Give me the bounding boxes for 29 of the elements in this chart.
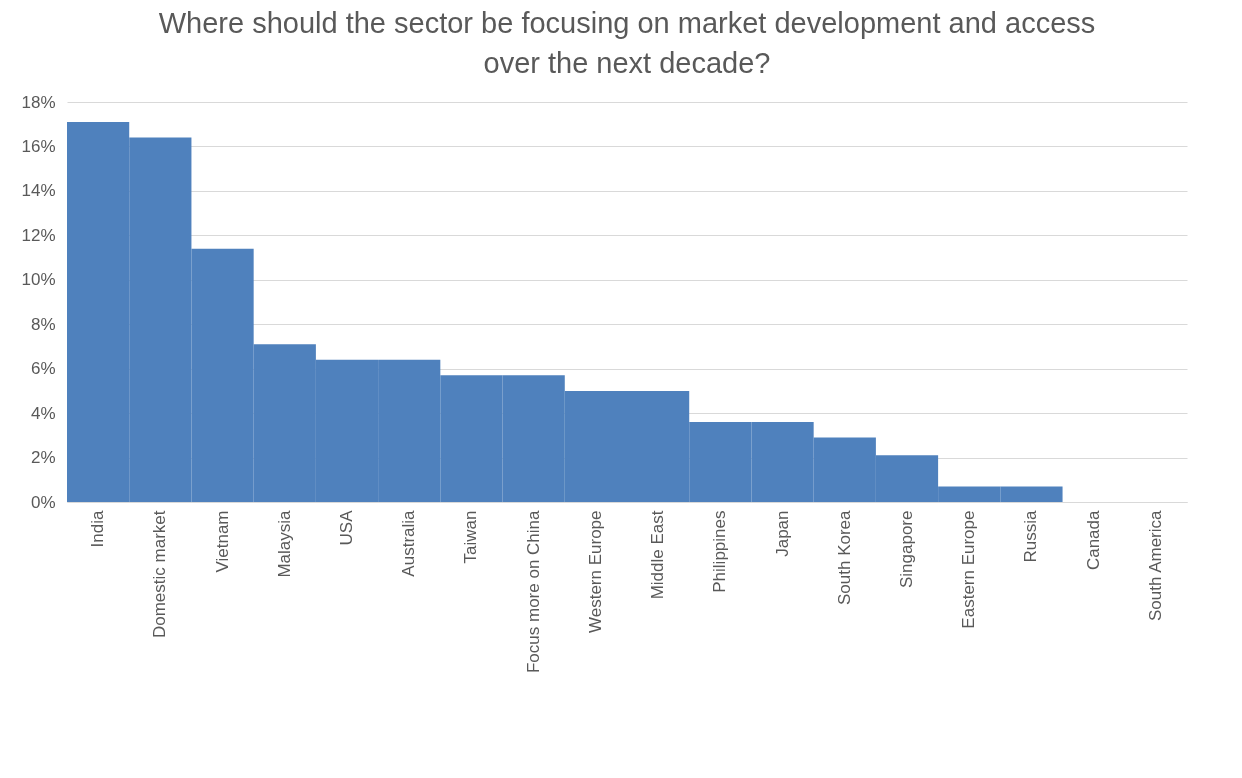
y-tick-label: 10% (21, 270, 56, 290)
y-tick-label: 14% (21, 181, 56, 201)
y-tick-label: 6% (30, 359, 56, 379)
x-tick-label: Canada (1083, 509, 1103, 571)
x-tick-label: Focus more on China (523, 509, 543, 674)
x-tick-label: Eastern Europe (959, 510, 979, 629)
x-tick-label: USA (337, 509, 356, 546)
y-tick-label: 8% (30, 314, 56, 334)
y-tick-label: 18% (21, 92, 56, 112)
x-tick-label: Japan (772, 510, 792, 557)
x-tick-label: Domestic market (150, 510, 170, 639)
y-tick-label: 12% (21, 225, 56, 245)
x-tick-label: South America (1145, 509, 1165, 622)
y-tick-label: 2% (30, 448, 56, 468)
x-tick-label: Russia (1021, 509, 1041, 563)
x-tick-label: Middle East (648, 510, 668, 600)
x-tick-label: Vietnam (212, 510, 232, 573)
x-tick-label: Singapore (897, 510, 916, 589)
x-tick-label: South Korea (834, 509, 854, 606)
y-tick-label: 4% (30, 403, 56, 423)
x-tick-label: Malaysia (274, 509, 294, 578)
x-tick-label: Australia (399, 509, 419, 577)
chart-title: Where should the sector be focusing on market development and access over the next decade? (158, 7, 1096, 79)
y-tick-label: 0% (30, 492, 56, 512)
x-tick-label: Taiwan (461, 510, 481, 564)
y-tick-label: 16% (21, 136, 56, 156)
x-tick-label: Western Europe (585, 510, 605, 634)
x-tick-label: India (88, 509, 108, 548)
x-tick-label: Philippines (710, 510, 730, 593)
